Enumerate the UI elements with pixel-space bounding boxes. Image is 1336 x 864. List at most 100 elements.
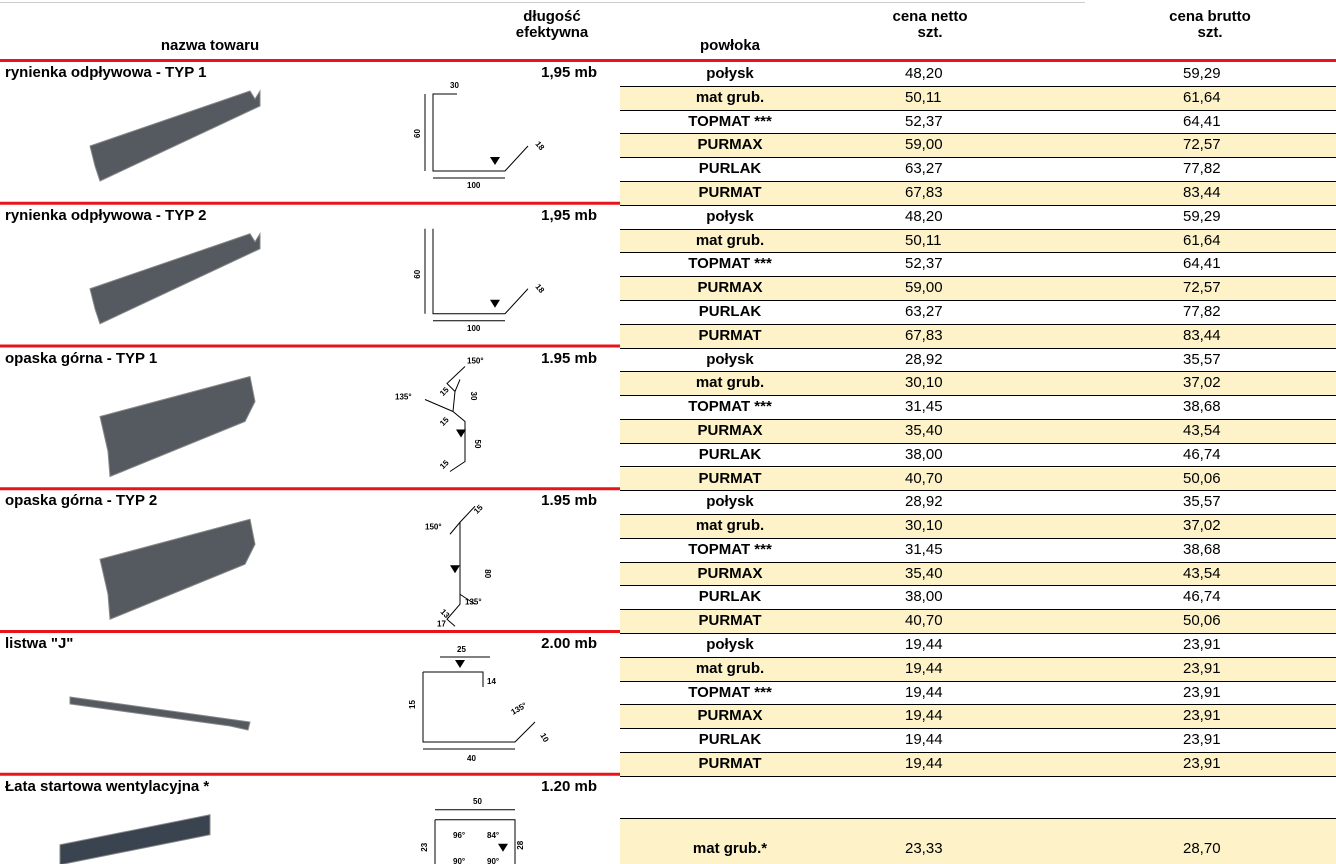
price-gross: 59,29 [1183, 207, 1221, 225]
dimension-label: 50 [473, 797, 482, 806]
coating: mat grub. [695, 517, 765, 535]
direction-marker [490, 299, 500, 308]
profile-drawing: 25 14 15 135° 10 40 [408, 645, 551, 763]
price-net: 30,10 [905, 374, 943, 392]
direction-marker [450, 565, 460, 574]
price-net: 35,40 [905, 421, 943, 439]
price-net: 67,83 [905, 184, 943, 201]
price-net: 28,92 [905, 493, 943, 511]
cell-bg [620, 610, 1336, 635]
cell-bg [620, 657, 1336, 682]
image-shape [99, 518, 256, 620]
cell-bg [620, 634, 1336, 658]
price-gross: 46,74 [1183, 588, 1221, 606]
price-net: 35,40 [905, 564, 943, 582]
dimension-label: 50 [473, 440, 482, 449]
dimension-label: 60 [413, 129, 422, 138]
price-net: 19,44 [905, 683, 943, 701]
product-image [99, 518, 256, 620]
dimension-label: 18 [533, 140, 546, 153]
product-name: opaska górna - TYP 2 [5, 492, 158, 510]
dimension-label: 15 [472, 503, 485, 516]
direction-marker [498, 843, 508, 852]
dimension-label: 80 [483, 569, 492, 578]
price-gross: 50,06 [1183, 469, 1221, 487]
product-name: rynienka odpływowa - TYP 1 [5, 64, 207, 81]
price-net: 52,37 [905, 112, 943, 130]
product-image [99, 375, 256, 478]
price-net: 19,44 [905, 707, 943, 725]
cell-bg [620, 324, 1336, 349]
coating: połysk [706, 636, 754, 653]
profile-line [422, 656, 536, 750]
coating: połysk [706, 65, 754, 82]
cell-bg [620, 86, 1336, 111]
cell-bg [620, 229, 1336, 254]
cell-bg [620, 396, 1336, 420]
profile-drawing: 150° 135° 15 30 15 50 15 [395, 357, 484, 472]
profile-drawing: 60 18 100 [413, 228, 546, 333]
price-net: 59,00 [905, 136, 943, 154]
price-gross: 23,91 [1183, 707, 1221, 725]
dimension-label: 18 [533, 282, 546, 295]
cell-bg [620, 253, 1336, 278]
coating: TOPMAT *** [688, 683, 772, 701]
dimension-label: 135° [510, 701, 529, 717]
header-length: długość [523, 8, 581, 25]
cell-bg [620, 467, 1336, 492]
profile-drawing: 30 60 18 100 [413, 81, 546, 190]
coating: PURLAK [698, 731, 762, 749]
image-shape [69, 696, 251, 731]
image-shape [89, 89, 261, 182]
cell-bg [620, 817, 1336, 864]
product-name: rynienka odpływowa - TYP 2 [5, 206, 207, 224]
product-length: 1.20 mb [541, 777, 597, 795]
product-length: 1.95 mb [541, 349, 597, 367]
cell-bg [620, 134, 1336, 159]
cell-bg [620, 705, 1336, 730]
image-shape [99, 375, 256, 478]
price-gross: 28,70 [1183, 839, 1221, 857]
price-net: 63,27 [905, 302, 943, 320]
header-net: cena netto [892, 8, 968, 25]
top-line [0, 2, 1085, 3]
dimension-label: 25 [457, 645, 466, 654]
cell-bg [620, 491, 1336, 516]
price-net: 52,37 [905, 255, 943, 273]
coating: PURMAT [698, 755, 762, 772]
coating: PURMAX [697, 279, 763, 297]
price-net: 48,20 [905, 207, 943, 225]
image-shape [59, 814, 211, 864]
price-gross: 23,91 [1183, 731, 1221, 749]
price-gross: 77,82 [1183, 160, 1221, 178]
cell-bg [620, 538, 1336, 563]
direction-marker [456, 429, 466, 438]
cell-bg [620, 753, 1336, 777]
dimension-label: 17 [437, 619, 446, 628]
price-gross: 59,29 [1183, 65, 1221, 82]
price-gross: 38,68 [1183, 398, 1221, 416]
cell-bg [620, 586, 1336, 611]
price-gross: 35,57 [1183, 350, 1221, 368]
product-length: 1.95 mb [541, 492, 597, 510]
dimension-label: 28 [516, 840, 525, 849]
cell-bg [620, 110, 1336, 135]
header-name: nazwa towaru [160, 37, 260, 54]
coating: PURLAK [698, 588, 762, 606]
product-image [59, 814, 211, 864]
dimension-label: 23 [420, 842, 429, 851]
red-separator [0, 59, 1336, 62]
price-net: 19,44 [905, 636, 943, 653]
cell-bg [620, 419, 1336, 444]
price-gross: 37,02 [1183, 374, 1221, 392]
price-gross: 23,91 [1183, 755, 1221, 772]
coating: TOPMAT *** [688, 540, 772, 558]
coating: PURMAT [698, 469, 762, 487]
header-length: efektywna [515, 24, 589, 41]
cell-bg [620, 277, 1336, 301]
price-gross: 83,44 [1183, 326, 1221, 344]
product-image [89, 232, 261, 325]
direction-marker [490, 157, 500, 165]
price-net: 31,45 [905, 398, 943, 416]
